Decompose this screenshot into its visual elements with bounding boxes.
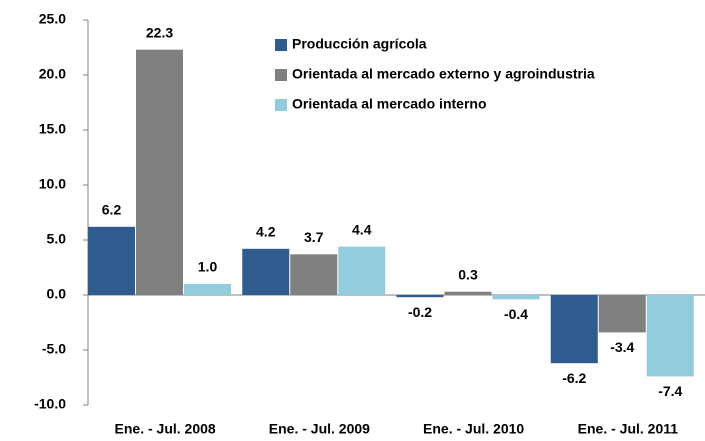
y-tick-label: -5.0 [42, 341, 66, 357]
x-tick-label: Ene. - Jul. 2009 [269, 421, 370, 437]
bar [290, 254, 338, 295]
bar [242, 248, 290, 295]
data-label: -6.2 [562, 370, 586, 386]
bar [184, 284, 231, 295]
bar [338, 246, 386, 295]
y-tick-label: 20.0 [39, 66, 66, 82]
data-label: -0.2 [408, 304, 432, 320]
data-label: 6.2 [102, 202, 122, 218]
y-tick-label: 5.0 [47, 231, 67, 247]
bar [88, 226, 135, 295]
data-label: -3.4 [610, 339, 634, 355]
data-label: 1.0 [198, 259, 218, 275]
bar [492, 295, 540, 300]
x-tick-label: Ene. - Jul. 2011 [578, 421, 679, 437]
y-tick-label: 10.0 [39, 176, 66, 192]
legend-label: Orientada al mercado externo y agroindus… [292, 66, 595, 82]
legend-swatch [275, 69, 287, 81]
x-tick-label: Ene. - Jul. 2010 [423, 421, 524, 437]
legend-label: Producción agrícola [292, 36, 427, 52]
data-label: -0.4 [504, 306, 528, 322]
bar [598, 295, 646, 333]
data-label: 4.4 [352, 221, 372, 237]
data-label: 4.2 [256, 224, 276, 240]
bar [646, 295, 694, 377]
y-tick-label: 0.0 [47, 286, 67, 302]
y-tick-label: 15.0 [39, 121, 66, 137]
bar [550, 295, 598, 364]
data-label: 22.3 [146, 24, 173, 40]
y-tick-label: -10.0 [34, 396, 66, 412]
data-label: 3.7 [304, 229, 324, 245]
bar [396, 295, 444, 298]
x-tick-label: Ene. - Jul. 2008 [115, 421, 216, 437]
legend-label: Orientada al mercado interno [292, 96, 487, 112]
bar [136, 49, 183, 296]
legend-swatch [275, 39, 287, 51]
legend-swatch [275, 99, 287, 111]
data-label: 0.3 [458, 266, 478, 282]
bar [444, 291, 492, 295]
data-label: -7.4 [658, 383, 682, 399]
y-tick-label: 25.0 [39, 11, 66, 27]
